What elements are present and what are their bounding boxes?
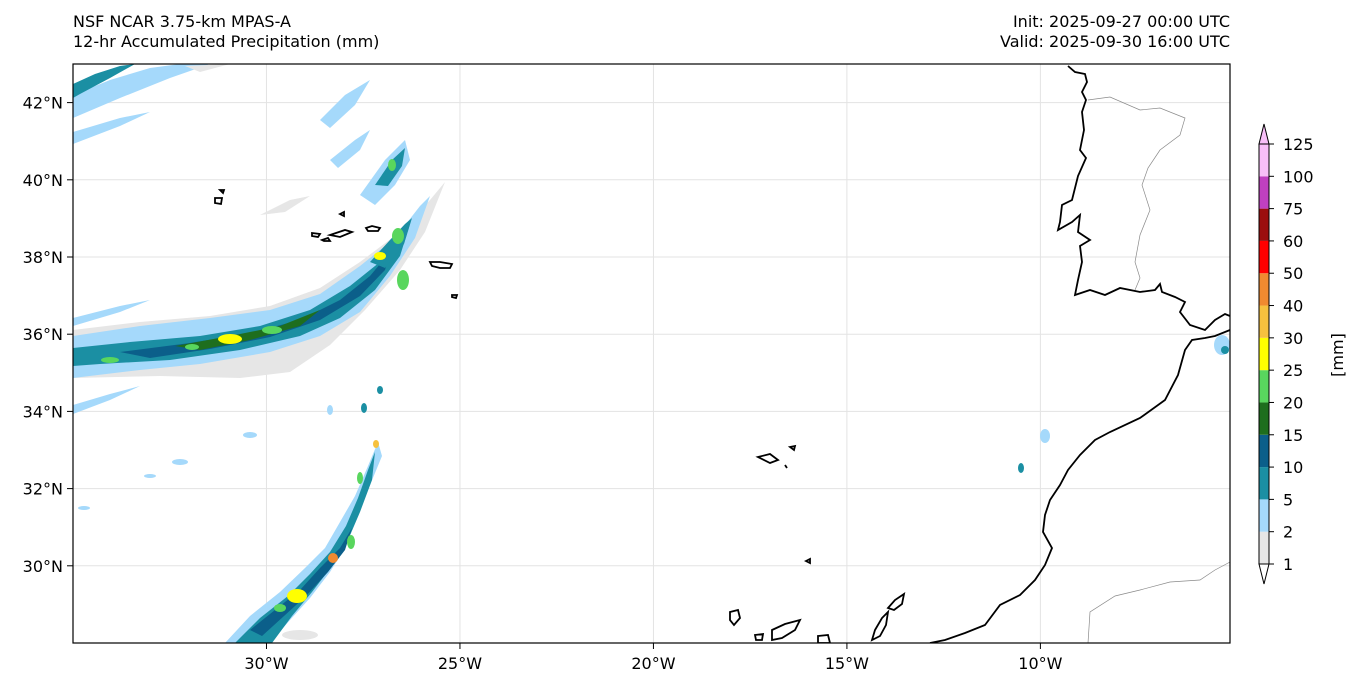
colorbar-tick-label: 10 [1283,458,1303,477]
lat-tick-label: 30°N [23,557,63,576]
precip-cell [1018,463,1024,473]
colorbar-tick-label: 125 [1283,135,1314,154]
colorbar-segment [1259,434,1269,468]
colorbar-tick-label: 25 [1283,361,1303,380]
country-borders [1087,96,1230,643]
colorbar-segment [1259,305,1269,338]
colorbar-segment [1259,467,1269,500]
header-left: NSF NCAR 3.75-km MPAS-A 12-hr Accumulate… [73,12,379,52]
lon-tick-label: 10°W [1018,654,1062,673]
lon-tick-label: 15°W [825,654,869,673]
lon-tick-label: 20°W [631,654,675,673]
lat-tick-label: 40°N [23,171,63,190]
coastlines [214,65,1230,643]
colorbar-segment [1259,499,1269,532]
precipitation-field [73,64,1230,643]
colorbar-tick-label: 100 [1283,167,1314,186]
lat-tick-label: 36°N [23,325,63,344]
colorbar-extend-max [1258,123,1270,145]
colorbar-tick-label: 30 [1283,329,1303,348]
lat-tick-label: 34°N [23,402,63,421]
init-time: Init: 2025-09-27 00:00 UTC [1012,12,1230,31]
latitude-axis: 42°N 40°N 38°N 36°N 34°N 32°N 30°N [23,94,73,576]
colorbar-tick-label: 60 [1283,232,1303,251]
colorbar-tick-label: 2 [1283,523,1293,542]
colorbar-tick-label: 5 [1283,490,1293,509]
colorbar-segment [1259,208,1269,241]
precip-cell [1040,429,1050,443]
colorbar-tick-label: 40 [1283,297,1303,316]
lat-tick-label: 38°N [23,248,63,267]
colorbar-tick-label: 50 [1283,264,1303,283]
colorbar-segment [1259,240,1269,274]
colorbar-tick-label: 1 [1283,555,1293,574]
colorbar-segment [1259,370,1269,403]
colorbar-unit-label: [mm] [1328,333,1347,377]
colorbar-segment [1259,273,1269,306]
colorbar-segment [1259,337,1269,371]
precip-band-south [225,440,382,643]
lon-tick-label: 30°W [244,654,288,673]
colorbar-tick-label: 15 [1283,426,1303,445]
colorbar-segment [1259,144,1269,177]
header-right: Init: 2025-09-27 00:00 UTC Valid: 2025-0… [1000,12,1230,52]
precip-cell [1221,346,1229,354]
lon-tick-label: 25°W [438,654,482,673]
map-frame [72,63,1231,644]
colorbar-frame [1258,143,1270,565]
field-title: 12-hr Accumulated Precipitation (mm) [73,32,380,51]
longitude-axis: 30°W 25°W 20°W 15°W 10°W [244,643,1063,673]
valid-time: Valid: 2025-09-30 16:00 UTC [999,32,1230,51]
model-title: NSF NCAR 3.75-km MPAS-A [73,12,291,31]
lat-tick-label: 42°N [23,94,63,113]
colorbar-tick-label: 75 [1283,200,1303,219]
colorbar-segment [1259,176,1269,209]
colorbar-segment [1259,402,1269,435]
colorbar-segment [1259,531,1269,564]
precip-band-central [73,80,445,510]
lat-tick-label: 32°N [23,480,63,499]
colorbar-tick-label: 20 [1283,393,1303,412]
colorbar-extend-min [1258,563,1270,585]
precip-band-northwest [73,64,230,144]
